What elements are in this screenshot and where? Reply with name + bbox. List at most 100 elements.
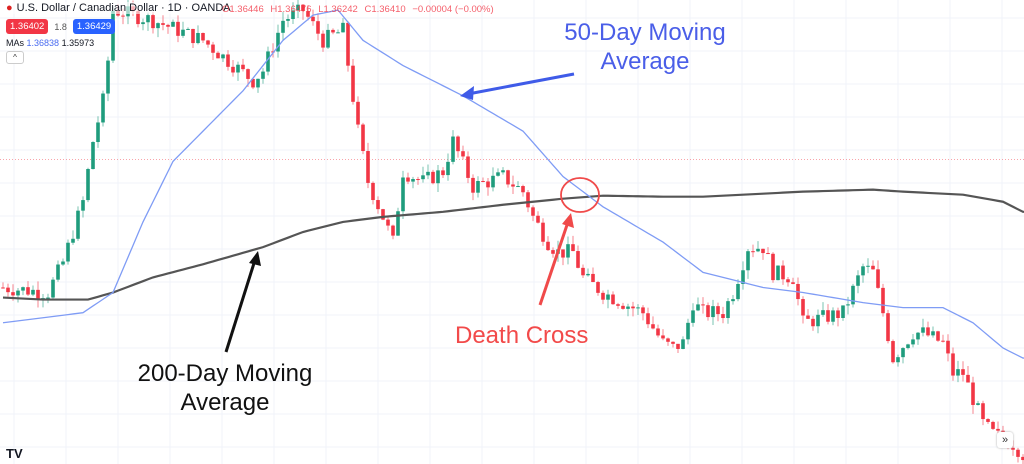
candle-body: [901, 348, 905, 358]
candle-body: [1016, 449, 1020, 457]
candle-body: [76, 210, 80, 239]
candle-body: [156, 23, 160, 29]
candle-body: [431, 171, 435, 184]
symbol-title[interactable]: ● U.S. Dollar / Canadian Dollar · 1D · O…: [6, 2, 231, 14]
candle-body: [366, 151, 370, 183]
candle-body: [166, 24, 170, 27]
candle-body: [751, 251, 755, 253]
candle-body: [256, 78, 260, 88]
candle-body: [306, 11, 310, 17]
candle-body: [141, 22, 145, 25]
candle-body: [106, 60, 110, 94]
candle-body: [666, 338, 670, 342]
candle-body: [876, 269, 880, 288]
candle-body: [726, 301, 730, 319]
candle-body: [471, 177, 475, 193]
candle-body: [561, 249, 565, 258]
candle-body: [36, 289, 40, 299]
candle-body: [486, 181, 490, 188]
candle-body: [601, 292, 605, 300]
candle-body: [711, 306, 715, 318]
candle-body: [951, 353, 955, 376]
candle-body: [226, 54, 230, 67]
candle-body: [21, 287, 25, 291]
candle-body: [11, 292, 15, 296]
candle-body: [446, 161, 450, 176]
candle-body: [671, 341, 675, 344]
candle-body: [506, 170, 510, 185]
scroll-to-realtime-button[interactable]: »: [997, 432, 1013, 448]
candle-body: [801, 299, 805, 316]
candle-body: [631, 306, 635, 309]
candle-body: [456, 136, 460, 152]
candle-body: [51, 279, 55, 298]
tradingview-logo[interactable]: TV: [6, 446, 23, 461]
candle-body: [66, 242, 70, 262]
spread-value: 1.8: [54, 21, 67, 32]
candle-body: [121, 15, 125, 17]
candle-body: [396, 211, 400, 236]
candle-body: [841, 305, 845, 318]
candle-body: [596, 282, 600, 293]
candle-body: [551, 250, 555, 254]
sell-price-button[interactable]: 1.36402: [6, 19, 49, 34]
candle-body: [191, 28, 195, 44]
low-value: L1.36242: [318, 4, 358, 15]
candle-body: [461, 151, 465, 157]
candle-body: [821, 310, 825, 315]
candle-body: [301, 4, 305, 12]
candle-body: [236, 64, 240, 73]
candle-body: [776, 265, 780, 281]
candle-body: [351, 65, 355, 102]
candle-body: [696, 304, 700, 311]
candle-body: [621, 305, 625, 309]
candle-body: [811, 318, 815, 327]
candle-body: [761, 248, 765, 254]
candle-body: [516, 186, 520, 188]
candle-body: [881, 287, 885, 314]
ma200-value: 1.35973: [61, 38, 95, 48]
candle-body: [581, 267, 585, 276]
candle-body: [206, 40, 210, 45]
candle-body: [196, 32, 200, 44]
candle-body: [246, 69, 250, 79]
candle-body: [681, 339, 685, 349]
candle-body: [641, 307, 645, 314]
candle-body: [981, 403, 985, 420]
ma50-line: [2, 9, 1024, 359]
candle-body: [276, 32, 280, 52]
candle-body: [781, 265, 785, 280]
candle-body: [241, 64, 245, 70]
ma-legend[interactable]: MAs 1.36838 1.35973: [6, 38, 95, 48]
buy-price-button[interactable]: 1.36429: [72, 19, 116, 34]
candle-body: [441, 170, 445, 176]
candle-body: [996, 428, 1000, 431]
candle-body: [261, 71, 265, 79]
candle-body: [406, 177, 410, 182]
candle-body: [701, 304, 705, 306]
candle-body: [891, 341, 895, 363]
candle-body: [886, 313, 890, 342]
candle-body: [16, 290, 20, 296]
candle-body: [201, 32, 205, 41]
chevron-up-icon[interactable]: ^: [6, 51, 24, 64]
candle-body: [311, 16, 315, 22]
candle-body: [946, 340, 950, 354]
death-cross-arrow: [538, 213, 574, 306]
candle-body: [536, 215, 540, 223]
candle-body: [46, 297, 50, 299]
candle-body: [851, 285, 855, 305]
candle-body: [146, 15, 150, 23]
high-value: H1.36476: [270, 4, 312, 15]
candle-body: [871, 265, 875, 270]
candle-body: [511, 184, 515, 187]
candle-body: [611, 294, 615, 305]
candle-body: [451, 136, 455, 162]
candle-body: [926, 327, 930, 336]
candle-body: [636, 307, 640, 309]
candle-body: [466, 156, 470, 178]
candle-body: [331, 29, 335, 33]
candle-body: [186, 28, 190, 30]
ma50-arrow: [460, 72, 575, 100]
